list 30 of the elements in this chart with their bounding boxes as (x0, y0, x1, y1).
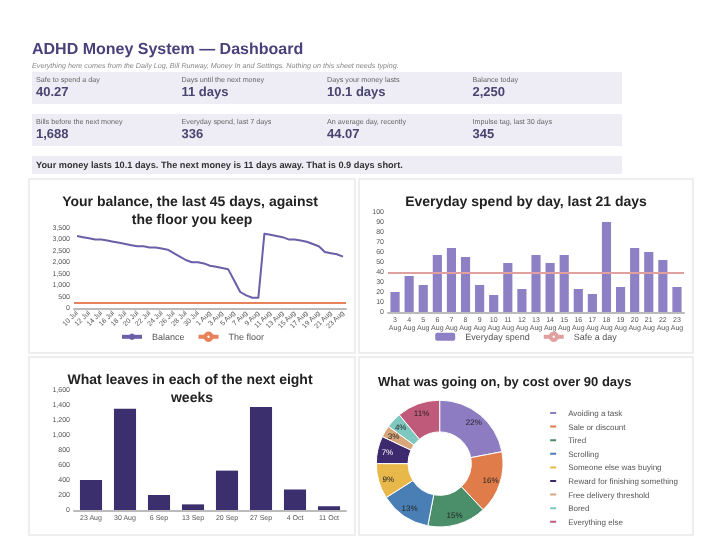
bar (404, 276, 414, 312)
bar (460, 257, 471, 312)
bar (215, 470, 239, 510)
bar (601, 222, 612, 312)
bar (672, 287, 682, 312)
bar (446, 248, 457, 312)
bar (113, 408, 137, 510)
bar (432, 255, 442, 312)
bar (390, 292, 400, 312)
bar (658, 260, 668, 312)
bar (418, 285, 428, 312)
bar (630, 248, 640, 312)
bar (587, 294, 597, 312)
bar (249, 406, 273, 510)
bar (615, 287, 626, 312)
bar (181, 504, 205, 510)
line-series (76, 232, 344, 299)
bar (545, 263, 555, 312)
bar (531, 255, 541, 312)
bar (559, 255, 569, 312)
bar (573, 289, 583, 312)
bar (517, 289, 527, 312)
bar (475, 285, 485, 312)
bar (644, 252, 654, 312)
bar (79, 480, 103, 510)
bar (489, 295, 499, 312)
bar (503, 263, 513, 312)
text: ADHD Money System — Dashboard (32, 40, 306, 58)
bar (283, 489, 307, 510)
bar (147, 495, 171, 510)
